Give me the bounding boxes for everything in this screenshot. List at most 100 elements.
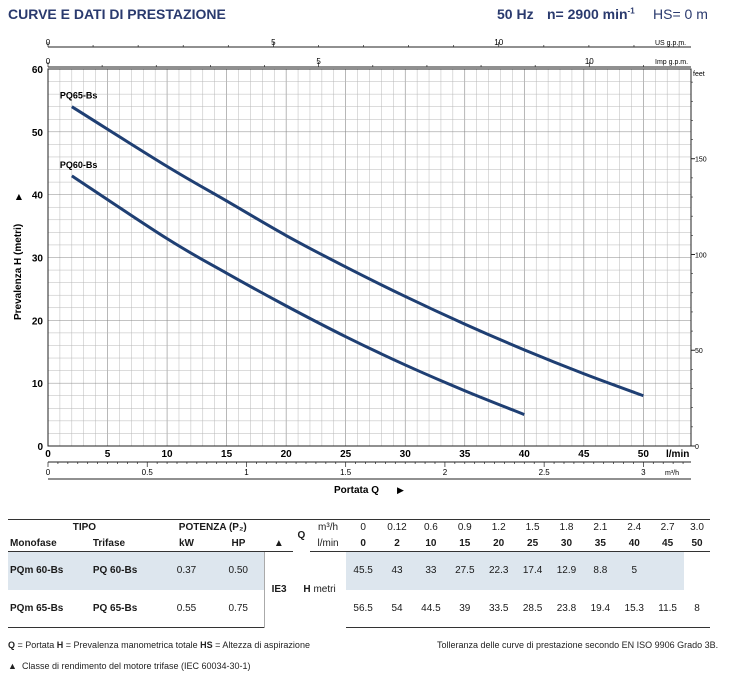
m3h-tick-label: 0	[46, 468, 51, 477]
feet-tick-label: 100	[695, 252, 707, 259]
us-gpm-tick-label: 10	[494, 38, 503, 47]
m3h-unit: m³/h	[309, 519, 347, 536]
performance-chart: 0 5 10 US g.p.m.0 5 10 Imp g.p.m. 010203040506…	[13, 38, 707, 496]
potenza-header: POTENZA (P₂)	[160, 519, 265, 536]
lmin-unit: l/min	[666, 449, 689, 460]
m3h-tick-label: 1	[244, 468, 249, 477]
feet-tick-label: 0	[695, 444, 699, 451]
x-tick-label: 5	[105, 449, 111, 460]
us-gpm-unit: US g.p.m.	[655, 40, 686, 47]
row2-h-2: 44.5	[413, 589, 448, 628]
q-lmin-4: 20	[481, 535, 516, 552]
row2-h-6: 23.8	[549, 589, 584, 628]
chart-curves	[70, 105, 644, 416]
row1-h-2: 33	[413, 551, 448, 590]
series-line-pq60-bs	[70, 174, 525, 416]
trifase-header: Trifase	[90, 535, 161, 552]
row2-h-10: 8	[684, 589, 710, 628]
ie3-note-triangle-icon: ▲	[8, 661, 17, 671]
q-m3h-8: 2.4	[617, 519, 652, 536]
m3h-tick-label: 1.5	[340, 468, 352, 477]
performance-table: TIPO POTENZA (P₂) Q m³/h 0 0.12 0.6 0.9 …	[8, 519, 710, 628]
q-lmin-9: 45	[651, 535, 685, 552]
us-gpm-tick-label: 0	[46, 38, 51, 47]
top-scales: 0 5 10 US g.p.m. 0 5 10 Imp g.p.m.	[46, 38, 691, 68]
q-m3h-7: 2.1	[583, 519, 618, 536]
row2-h-1: 54	[380, 589, 414, 628]
q-m3h-9: 2.7	[651, 519, 685, 536]
speed-exponent: -1	[627, 6, 635, 16]
m3h-tick-label: 2.5	[539, 468, 551, 477]
imp-gpm-tick-label: 5	[316, 57, 321, 66]
tolerance-note: Tolleranza delle curve di prestazione se…	[437, 640, 719, 650]
chart-grid	[48, 69, 691, 446]
row1-kw: 0.37	[160, 551, 213, 590]
row2-hp: 0.75	[212, 589, 265, 628]
series-label: PQ65-Bs	[60, 91, 98, 101]
row1-hp: 0.50	[212, 551, 265, 590]
h-letter: H	[303, 584, 311, 596]
y-tick-label: 0	[37, 442, 43, 453]
row2-h-7: 19.4	[583, 589, 618, 628]
row1-h-4: 22.3	[481, 551, 516, 590]
x-tick-label: 35	[459, 449, 471, 460]
suction-height-label: HS= 0 m	[653, 6, 708, 22]
y-tick-label: 30	[32, 254, 44, 265]
x-axis-title: Portata Q	[334, 485, 379, 496]
series-label: PQ60-Bs	[60, 160, 98, 170]
row2-h-5: 28.5	[515, 589, 550, 628]
q-lmin-2: 10	[413, 535, 448, 552]
legend-q: Q	[8, 640, 16, 650]
q-m3h-0: 0	[346, 519, 381, 536]
x-tick-label: 25	[340, 449, 352, 460]
q-m3h-10: 3.0	[684, 519, 710, 536]
row1-h-1: 43	[380, 551, 414, 590]
row1-h-6: 12.9	[549, 551, 584, 590]
q-lmin-5: 25	[515, 535, 550, 552]
feet-tick-label: 150	[695, 157, 707, 164]
legend-h: H	[56, 640, 64, 650]
row1-h-5: 17.4	[515, 551, 550, 590]
us-gpm-tick-label: 5	[271, 38, 276, 47]
speed-value: n= 2900 min	[547, 6, 628, 22]
y-axis-arrow-icon: ▶	[14, 193, 23, 200]
row1-h-9	[651, 551, 685, 590]
h-unit: metri	[313, 584, 336, 596]
q-m3h-6: 1.8	[549, 519, 584, 536]
plot-frame	[47, 68, 692, 447]
ie3-triangle-icon: ▲	[264, 535, 293, 552]
y-tick-label: 20	[32, 316, 44, 327]
y-tick-label: 40	[32, 191, 44, 202]
q-lmin-7: 35	[583, 535, 618, 552]
series-line-pq65-bs	[71, 105, 644, 398]
kw-header: kW	[160, 535, 213, 552]
q-lmin-0: 0	[346, 535, 381, 552]
ie3-note-text: Classe di rendimento del motore trifase …	[21, 661, 251, 671]
q-lmin-6: 30	[549, 535, 584, 552]
y-tick-label: 10	[32, 379, 44, 390]
row2-kw: 0.55	[160, 589, 213, 628]
row2-trifase: PQ 65-Bs	[90, 589, 161, 628]
x-axis-arrow-icon: ▶	[397, 485, 404, 495]
chart-labels: Portata Q ▶ Prevalenza H (metri) ▶ PQ65-Bs PQ…	[13, 91, 404, 496]
q-m3h-5: 1.5	[515, 519, 550, 536]
imp-gpm-unit: Imp g.p.m.	[655, 59, 688, 66]
row2-h-4: 33.5	[481, 589, 516, 628]
monofase-header: Monofase	[8, 535, 91, 552]
imp-gpm-tick-label: 0	[46, 57, 51, 66]
hp-header: HP	[212, 535, 265, 552]
q-m3h-4: 1.2	[481, 519, 516, 536]
q-header: Q	[292, 519, 310, 552]
x-tick-label: 15	[221, 449, 233, 460]
page-title: CURVE E DATI DI PRESTAZIONE	[8, 6, 226, 22]
q-m3h-2: 0.6	[413, 519, 448, 536]
legend-hs-text: = Altezza di aspirazione	[212, 640, 310, 650]
m3h-tick-label: 2	[443, 468, 448, 477]
legend-q-text: = Portata	[15, 640, 57, 650]
row2-h-0: 56.5	[346, 589, 381, 628]
lmin-unit: l/min	[309, 535, 347, 552]
y-tick-label: 60	[32, 65, 44, 76]
x-tick-label: 40	[519, 449, 531, 460]
q-lmin-8: 40	[617, 535, 652, 552]
